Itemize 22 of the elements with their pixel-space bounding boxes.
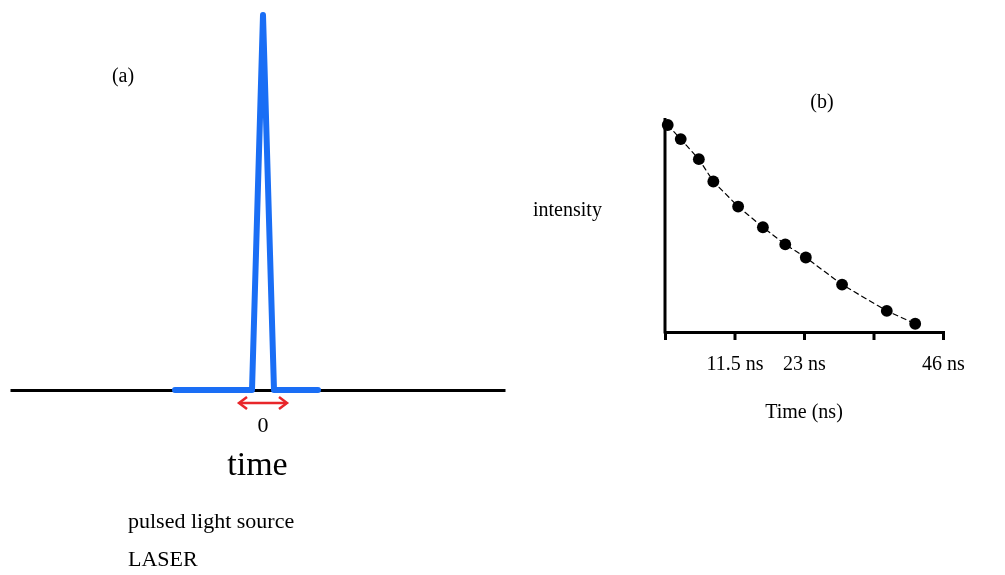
point <box>707 175 720 188</box>
chart-title: (b) <box>810 90 834 113</box>
x-axis-title: Time (ns) <box>765 400 843 423</box>
x-axis-title: time <box>227 445 288 482</box>
point <box>909 317 922 330</box>
point <box>692 153 705 166</box>
text: pulsed light source <box>128 508 295 533</box>
text: LASER <box>128 546 198 571</box>
point <box>674 133 687 145</box>
y-axis-title: intensity <box>533 198 602 221</box>
point <box>756 221 769 234</box>
point <box>880 304 893 317</box>
point <box>799 251 812 264</box>
text: 0 <box>257 412 269 437</box>
point <box>779 238 792 251</box>
x-tick-label: 46 ns <box>922 352 966 375</box>
point <box>732 200 745 213</box>
x-tick-label: 11.5 ns <box>706 352 764 375</box>
text: (a) <box>111 64 135 87</box>
point <box>836 278 848 291</box>
x-tick-label: 23 ns <box>783 352 827 375</box>
point <box>661 119 674 131</box>
